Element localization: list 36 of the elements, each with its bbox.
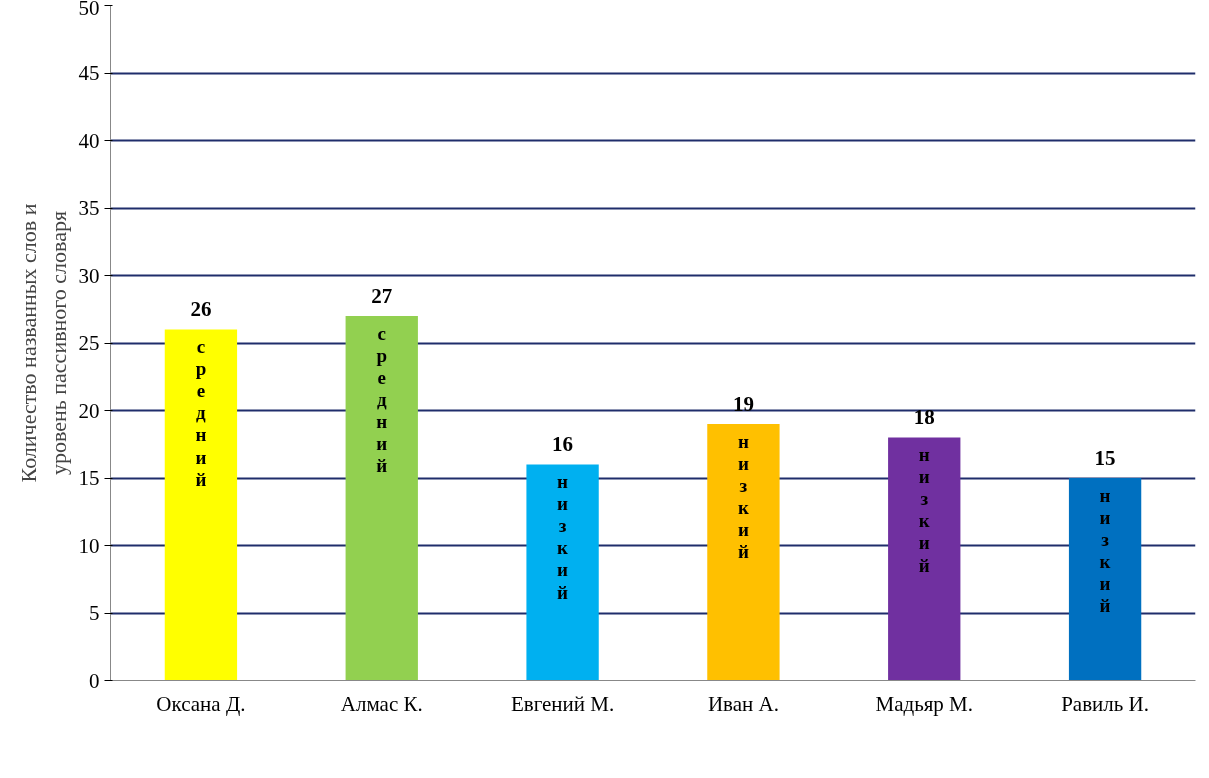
- annotation: низкий: [918, 444, 930, 576]
- bar: [164, 329, 238, 681]
- data-label: 18: [913, 405, 935, 429]
- x-tick-label: Алмас К.: [340, 691, 423, 716]
- x-tick-label: Евгений М.: [510, 691, 615, 716]
- y-tick-label: 50: [78, 0, 100, 20]
- data-label: 16: [552, 432, 574, 456]
- annotation: средний: [195, 336, 207, 490]
- x-tick-label: Оксана Д.: [156, 691, 246, 716]
- y-axis-title: Количество названных слов и уровень пассивного словаря: [15, 203, 71, 483]
- bar: [526, 464, 599, 681]
- data-label: 27: [371, 283, 393, 308]
- x-tick-label: Равиль И.: [1061, 691, 1150, 716]
- y-tick-label: 30: [78, 263, 100, 288]
- data-label: 19: [732, 391, 754, 416]
- bar: [345, 316, 418, 681]
- y-tick-label: 15: [78, 466, 100, 490]
- annotation: низкий: [557, 471, 569, 603]
- data-label: 15: [1094, 445, 1116, 470]
- y-tick-label: 25: [78, 331, 100, 355]
- annotation: низкий: [737, 430, 749, 562]
- y-tick-label: 20: [78, 398, 100, 423]
- y-tick-label: 0: [89, 668, 100, 693]
- data-label: 26: [190, 297, 212, 321]
- y-tick-label: 5: [89, 601, 100, 625]
- y-tick-label: 40: [78, 128, 100, 153]
- bar: [888, 437, 961, 681]
- annotation: низкий: [1099, 484, 1111, 616]
- annotation: средний: [376, 322, 388, 477]
- x-tick-label: Иван А.: [707, 691, 779, 716]
- x-tick-label: Мадьяр М.: [875, 691, 974, 716]
- bar: [1068, 478, 1142, 681]
- y-tick-label: 45: [78, 61, 100, 85]
- y-tick-label: 10: [78, 533, 100, 558]
- y-tick-label: 35: [78, 196, 100, 220]
- bar: [707, 424, 780, 681]
